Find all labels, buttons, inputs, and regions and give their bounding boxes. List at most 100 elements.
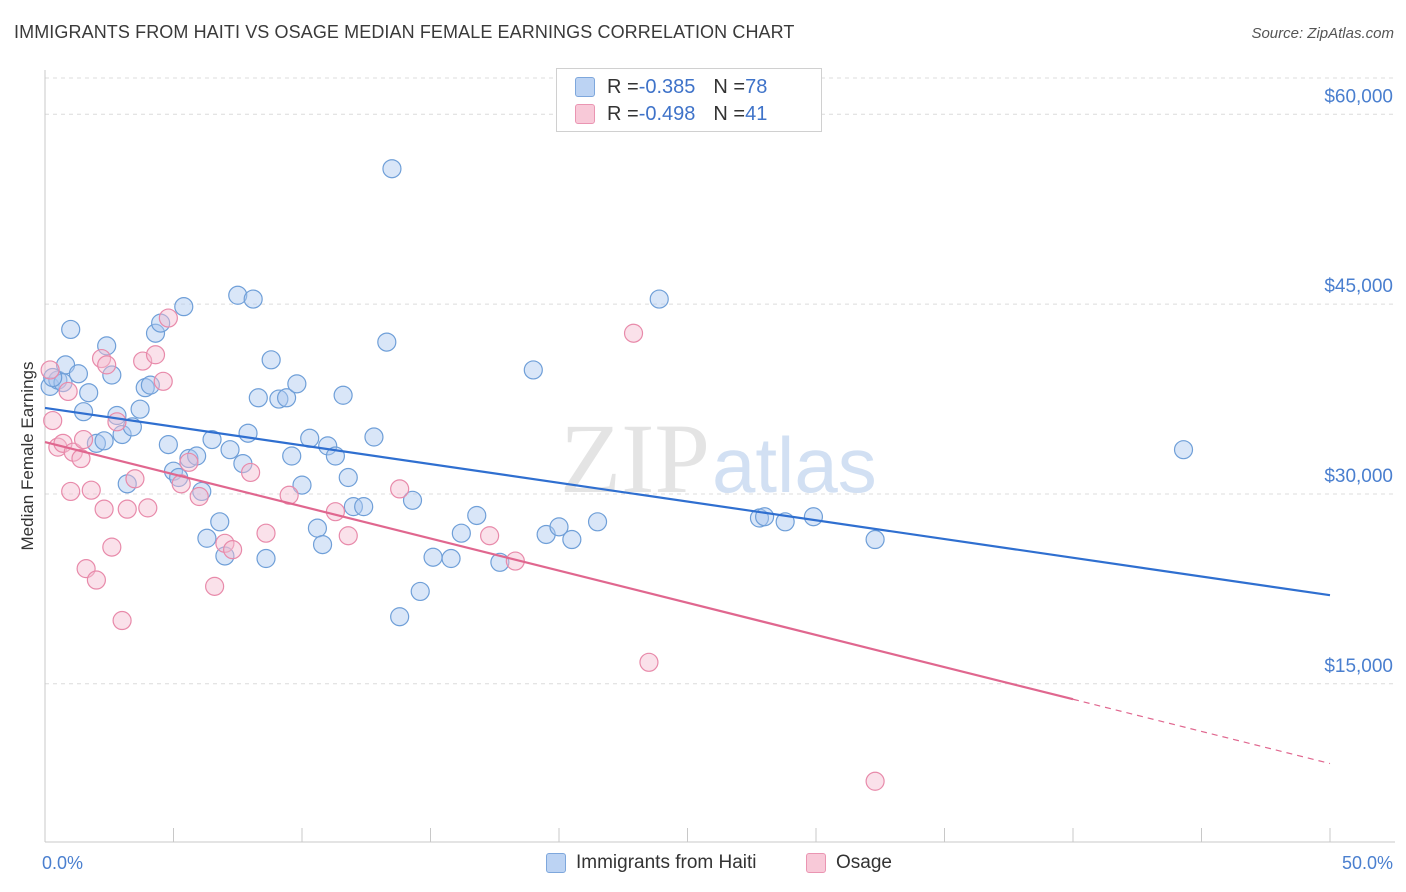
data-point [158, 308, 178, 328]
data-point [754, 507, 775, 527]
data-point [125, 469, 145, 489]
data-point [312, 534, 333, 555]
data-point [423, 547, 443, 567]
data-point [117, 499, 137, 519]
data-point [256, 548, 276, 569]
source-label: Source: ZipAtlas.com [1251, 25, 1394, 42]
data-point [338, 526, 358, 546]
data-point [91, 348, 112, 369]
data-point [223, 540, 243, 560]
data-point [94, 499, 114, 519]
data-point [377, 332, 397, 352]
data-point [112, 424, 132, 445]
data-point [135, 378, 155, 398]
data-point [390, 607, 410, 627]
data-point [61, 481, 81, 502]
legend-swatch-osage [575, 104, 595, 124]
x-tick-label: 0.0% [42, 853, 83, 873]
data-point [197, 528, 217, 548]
data-point [192, 481, 212, 502]
data-point [68, 364, 89, 384]
data-point [43, 367, 63, 388]
data-point [402, 490, 423, 510]
data-point [73, 429, 94, 450]
trend-line-osage-extrapolated [1072, 698, 1331, 765]
data-point [269, 389, 289, 409]
data-point [205, 576, 225, 596]
data-point [158, 435, 178, 455]
data-point [803, 507, 824, 527]
bottom-legend-swatch-haiti [546, 853, 566, 873]
series-osage [40, 308, 885, 791]
data-point [153, 371, 173, 391]
data-point [202, 429, 222, 450]
data-point [81, 480, 101, 500]
watermark: ZIP atlas [560, 403, 877, 514]
y-tick-label: $30,000 [1324, 466, 1393, 487]
y-tick-label: $60,000 [1324, 86, 1393, 107]
data-point [130, 399, 150, 419]
data-point [382, 159, 402, 179]
bottom-legend-label-osage: Osage [836, 852, 892, 873]
data-point [102, 365, 122, 385]
data-point [220, 440, 240, 460]
data-point [243, 289, 263, 309]
legend-r-label: R = [607, 102, 639, 125]
data-point [467, 505, 487, 526]
data-point [343, 497, 363, 517]
data-point [307, 518, 328, 538]
data-point [61, 319, 81, 340]
data-point [138, 498, 158, 518]
bottom-legend-swatch-osage [806, 853, 826, 873]
data-point [354, 497, 374, 517]
data-point [179, 452, 199, 472]
data-point [189, 486, 209, 507]
data-point [174, 297, 194, 317]
legend-row-haiti: R = -0.385 N = 78 [575, 73, 767, 101]
data-point [187, 446, 207, 466]
data-point [649, 289, 669, 309]
data-point [623, 323, 644, 343]
data-point [480, 526, 500, 546]
legend-n-label: N = [713, 102, 746, 125]
data-point [228, 285, 248, 305]
data-point [94, 431, 114, 451]
data-point [145, 345, 166, 365]
data-point [40, 360, 60, 380]
data-point [215, 533, 235, 553]
y-tick-label: $45,000 [1324, 276, 1393, 297]
grid-lines [45, 77, 1395, 685]
bottom-legend-label-haiti: Immigrants from Haiti [576, 852, 757, 873]
data-point [338, 467, 358, 488]
watermark-atlas: atlas [712, 421, 877, 509]
watermark-zip: ZIP [560, 403, 710, 514]
data-point [71, 448, 91, 469]
legend-n-label: N = [713, 75, 746, 98]
data-point [562, 529, 582, 550]
legend-r-value: -0.385 [638, 75, 696, 98]
data-point [86, 433, 107, 453]
data-point [390, 479, 410, 499]
data-point [261, 350, 281, 370]
data-point [287, 374, 307, 394]
data-point [145, 323, 166, 343]
data-point [112, 610, 132, 631]
axes [44, 70, 1395, 843]
data-point [639, 652, 659, 672]
data-point [451, 523, 471, 543]
data-point [587, 512, 608, 532]
data-point [282, 446, 302, 466]
correlation-legend: R = -0.385 N = 78 R = -0.498 N = 41 [556, 68, 822, 132]
data-point [256, 523, 276, 543]
data-point [549, 517, 569, 537]
data-point [171, 474, 191, 494]
y-tick-label: $15,000 [1324, 656, 1393, 677]
data-point [441, 548, 461, 569]
data-point [58, 381, 78, 402]
data-point [292, 475, 312, 495]
data-point [248, 388, 268, 408]
legend-n-value: 78 [745, 75, 768, 98]
data-point [325, 502, 346, 522]
legend-swatch-haiti [575, 77, 595, 97]
